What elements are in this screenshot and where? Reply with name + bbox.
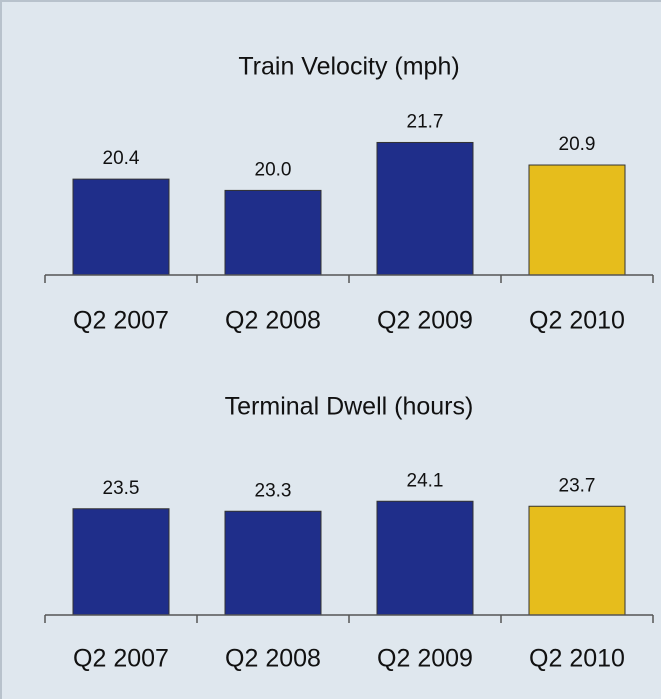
chart-title: Terminal Dwell (hours) — [225, 393, 474, 421]
bar — [224, 189, 322, 276]
x-tick-label: Q2 2008 — [225, 645, 321, 673]
x-tick-label: Q2 2008 — [225, 307, 321, 335]
value-label: 20.9 — [559, 134, 596, 155]
bar — [376, 141, 474, 276]
bar — [376, 500, 474, 616]
bar — [72, 508, 170, 616]
x-tick-label: Q2 2007 — [73, 307, 169, 335]
x-tick-label: Q2 2010 — [529, 645, 625, 673]
value-label: 23.7 — [559, 475, 596, 496]
bar — [528, 505, 626, 616]
x-tick-label: Q2 2010 — [529, 307, 625, 335]
value-label: 21.7 — [407, 111, 444, 132]
value-label: 20.0 — [255, 159, 292, 180]
bar — [224, 510, 322, 616]
x-tick-label: Q2 2009 — [377, 307, 473, 335]
chart-title: Train Velocity (mph) — [238, 53, 459, 81]
bar — [72, 178, 170, 276]
value-label: 23.3 — [255, 480, 292, 501]
value-label: 20.4 — [103, 148, 140, 169]
x-tick-label: Q2 2007 — [73, 645, 169, 673]
x-tick-label: Q2 2009 — [377, 645, 473, 673]
value-label: 23.5 — [103, 478, 140, 499]
bar — [528, 164, 626, 276]
value-label: 24.1 — [407, 470, 444, 491]
